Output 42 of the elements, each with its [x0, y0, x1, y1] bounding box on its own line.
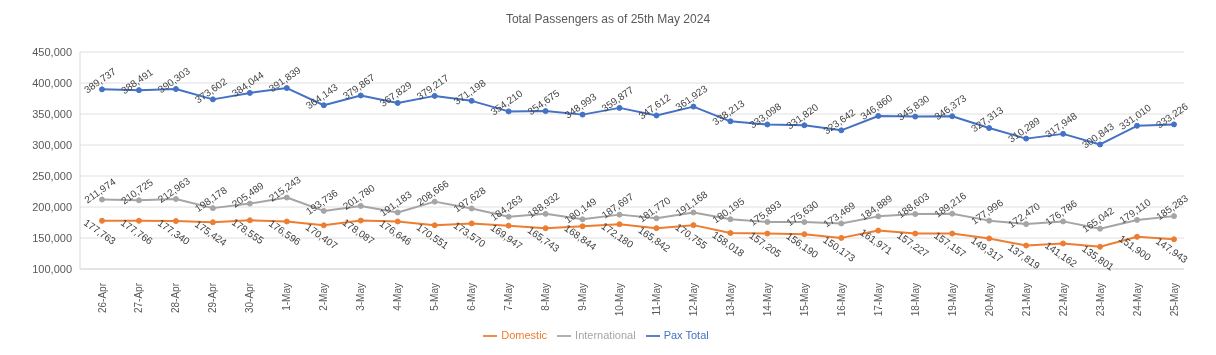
- x-tick-label: 16-May: [835, 283, 847, 317]
- y-tick-label: 200,000: [32, 200, 72, 213]
- chart-title: Total Passengers as of 25th May 2024: [504, 11, 712, 28]
- x-tick-label: 20-May: [983, 283, 995, 317]
- x-tick-label: 12-May: [687, 283, 699, 317]
- y-tick-label: 400,000: [32, 76, 72, 89]
- x-tick-label: 8-May: [540, 283, 552, 311]
- legend-label: Pax Total: [663, 329, 709, 341]
- y-tick-label: 300,000: [32, 138, 72, 151]
- x-tick-label: 10-May: [614, 283, 626, 317]
- x-tick-label: 18-May: [909, 283, 921, 317]
- x-tick-label: 22-May: [1057, 283, 1069, 317]
- x-tick-label: 17-May: [872, 283, 884, 317]
- x-tick-label: 23-May: [1094, 283, 1106, 317]
- x-tick-label: 19-May: [946, 283, 958, 317]
- x-tick-label: 28-Apr: [170, 282, 182, 314]
- x-tick-label: 21-May: [1020, 283, 1032, 317]
- x-tick-label: 30-Apr: [244, 282, 256, 314]
- x-tick-label: 27-Apr: [133, 282, 145, 314]
- y-tick-label: 150,000: [32, 231, 72, 244]
- x-tick-label: 3-May: [355, 283, 367, 311]
- x-tick-label: 15-May: [798, 283, 810, 317]
- x-tick-label: 2-May: [318, 283, 330, 311]
- legend-label: Domestic: [501, 329, 548, 341]
- y-tick-label: 450,000: [32, 45, 72, 58]
- y-tick-label: 250,000: [32, 169, 72, 182]
- y-tick-label: 100,000: [32, 262, 72, 275]
- x-tick-label: 24-May: [1131, 283, 1143, 317]
- x-tick-label: 26-Apr: [96, 282, 108, 314]
- x-tick-label: 13-May: [724, 283, 736, 317]
- x-tick-label: 29-Apr: [207, 282, 219, 314]
- x-tick-label: 11-May: [650, 283, 662, 316]
- x-tick-label: 5-May: [429, 283, 441, 311]
- x-tick-label: 4-May: [392, 283, 404, 311]
- x-tick-label: 7-May: [503, 283, 515, 311]
- x-tick-label: 9-May: [577, 283, 589, 311]
- x-tick-label: 6-May: [466, 283, 478, 311]
- x-tick-label: 14-May: [761, 283, 773, 317]
- x-tick-label: 1-May: [281, 283, 293, 311]
- legend-label: International: [575, 329, 636, 341]
- x-tick-label: 25-May: [1168, 283, 1180, 317]
- y-tick-label: 350,000: [32, 107, 72, 120]
